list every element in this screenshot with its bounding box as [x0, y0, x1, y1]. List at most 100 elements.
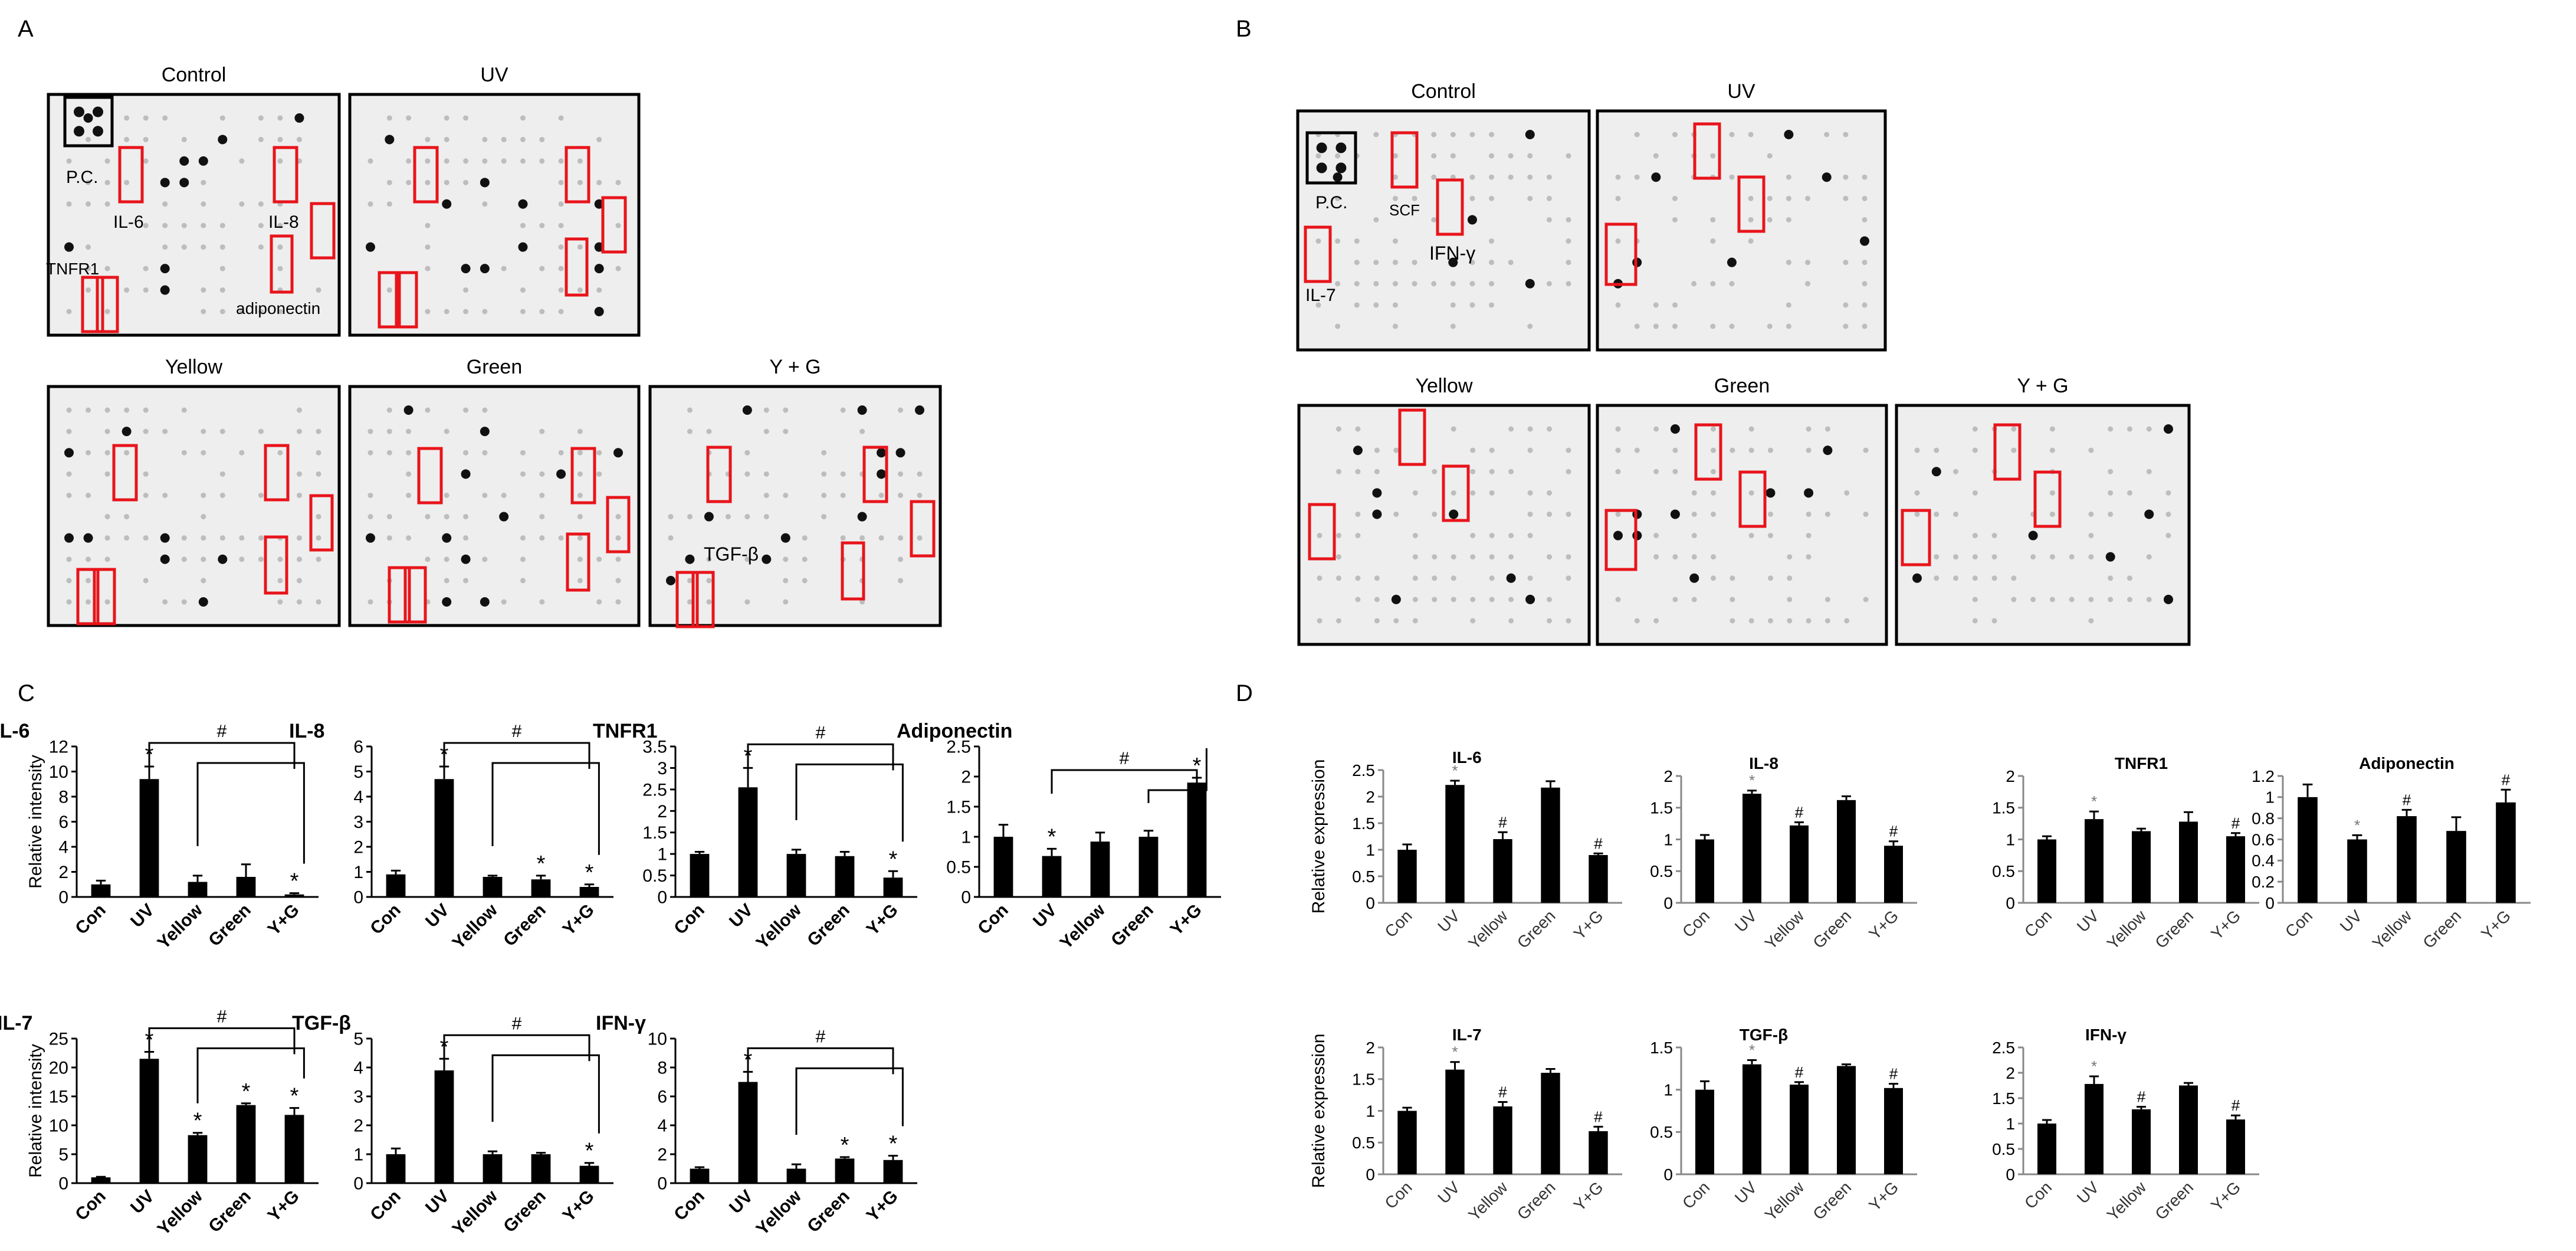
blot-spot: [442, 199, 452, 209]
blot-spot: [1672, 554, 1678, 560]
blot-label: TGF-β: [704, 543, 759, 565]
highlight-box: [1604, 509, 1638, 571]
blot-spot: [258, 492, 264, 498]
y-tick-label: 4: [58, 838, 68, 857]
blot-spot: [2144, 509, 2154, 519]
blot-spot: [577, 578, 583, 584]
y-tick-label: 4: [353, 788, 363, 807]
blot-spot: [296, 578, 302, 584]
blot-title: UV: [480, 64, 508, 86]
control-spot: [1316, 142, 1327, 153]
highlight-box: [606, 496, 631, 554]
blot-spot: [367, 599, 373, 605]
y-tick-label: 1: [2006, 1115, 2015, 1133]
blot-spot: [143, 222, 149, 228]
blot-spot: [444, 578, 449, 584]
blot-spot: [198, 156, 208, 166]
x-tick-label: Y+G: [1167, 900, 1206, 939]
blot-spot: [219, 287, 225, 293]
highlight-box: [1442, 464, 1470, 522]
chart-title: Adiponectin: [2359, 754, 2454, 772]
significance-hash: #: [1795, 803, 1804, 821]
blot-spot: [2030, 597, 2036, 602]
chart-d-14: IFN-γ 0 0.5 1 1.5 2 2.5 Con * UV # Yellow Green # Y+G: [1992, 1026, 2259, 1224]
blot-spot: [558, 179, 564, 185]
y-tick-label: 2: [1366, 1039, 1375, 1057]
blot-spot: [1691, 490, 1697, 496]
blot-spot: [86, 450, 91, 456]
significance-hash: #: [1498, 813, 1507, 831]
blot-spot: [1546, 281, 1552, 287]
y-tick-label: 0: [657, 1174, 667, 1194]
blot-frame: [1296, 109, 1591, 352]
blot-spot: [558, 309, 564, 315]
blot-spot: [1863, 511, 1869, 517]
blot-spot: [1730, 597, 1735, 602]
blot-spot: [1767, 323, 1773, 329]
blot-spot: [425, 407, 431, 413]
y-tick-label: 0: [1663, 894, 1673, 912]
bar: [690, 854, 710, 897]
x-tick-label: Con: [974, 900, 1012, 939]
blot-spot: [556, 469, 566, 479]
blot-spot: [296, 492, 302, 498]
blot-spot: [687, 599, 693, 605]
highlight-box: [1738, 470, 1767, 528]
y-tick-label: 1: [1663, 830, 1673, 849]
blot-spot: [687, 578, 693, 584]
blot-spot: [1824, 597, 1830, 602]
blot-spot: [1355, 426, 1361, 432]
blot-spot: [1372, 488, 1382, 498]
blot-spot: [1508, 554, 1514, 560]
blot-spot: [859, 599, 865, 605]
x-tick-label: Green: [1809, 906, 1855, 952]
blot-spot: [1547, 554, 1553, 560]
blot-spot: [316, 535, 321, 541]
blot-spot: [1953, 511, 1959, 517]
blot-spot: [1691, 554, 1697, 560]
blot-spot: [2108, 490, 2114, 496]
blot-spot: [104, 450, 110, 456]
highlight-box: [1737, 175, 1766, 233]
bar: [284, 1115, 304, 1183]
control-spot: [74, 126, 84, 137]
blot-spot: [181, 136, 187, 142]
blot-spot: [1508, 469, 1514, 474]
blot-spot: [86, 287, 91, 293]
blot-spot: [1914, 447, 1920, 453]
blot-spot: [518, 199, 528, 209]
blot-spot: [539, 471, 545, 477]
blot-spot: [480, 178, 490, 188]
blot-spot: [219, 266, 225, 271]
blot-spot: [1843, 323, 1849, 329]
blot-spot: [577, 471, 583, 477]
y-tick-label: 0: [2006, 1165, 2015, 1184]
blot-spot: [124, 514, 130, 520]
blot-spot: [258, 309, 264, 315]
blot-spot: [1489, 238, 1495, 244]
blot-spot: [1634, 323, 1640, 329]
blot-spot: [539, 428, 545, 434]
blot-spot: [86, 244, 91, 250]
blot-spot: [316, 450, 321, 456]
blot-spot: [406, 450, 412, 456]
blot-spot: [1450, 153, 1456, 159]
y-tick-label: 0.5: [1650, 862, 1673, 880]
blot-spot: [2127, 490, 2132, 496]
bar: [2085, 819, 2104, 903]
blot-spot: [1729, 132, 1735, 137]
blot-spot: [86, 556, 91, 562]
bar: [1884, 1088, 1903, 1174]
bar: [483, 877, 503, 897]
blot-spot: [1354, 281, 1360, 287]
blot-spot: [143, 471, 149, 477]
x-tick-label: Con: [1679, 1178, 1713, 1212]
blot-spot: [219, 428, 225, 434]
x-tick-label: UV: [127, 900, 158, 932]
blot-spot: [615, 222, 621, 228]
significance-hash: #: [2502, 771, 2511, 788]
x-tick-label: Yellow: [1761, 1178, 1808, 1224]
bracket-top: [747, 743, 894, 771]
blot-spot: [316, 428, 321, 434]
